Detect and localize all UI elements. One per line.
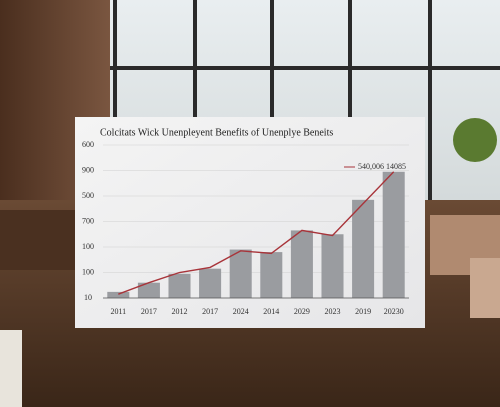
x-tick-label: 2017 <box>141 307 157 316</box>
bar <box>107 291 130 298</box>
x-tick-label: 2017 <box>202 307 218 316</box>
y-tick-label: 700 <box>82 216 94 225</box>
bar <box>229 249 252 298</box>
bar <box>260 252 283 298</box>
bar <box>199 268 222 298</box>
x-tick-label: 2011 <box>110 307 126 316</box>
annotation: 540,006 14085 <box>358 162 406 171</box>
bar <box>168 273 191 298</box>
y-tick-label: 600 <box>82 140 94 149</box>
x-tick-label: 2023 <box>325 307 341 316</box>
bar <box>290 230 313 298</box>
bar <box>137 282 160 298</box>
bar <box>321 234 344 298</box>
y-tick-label: 900 <box>82 165 94 174</box>
x-tick-label: 20230 <box>384 307 404 316</box>
y-tick-label: 500 <box>82 191 94 200</box>
y-tick-label: 100 <box>82 267 94 276</box>
bar <box>352 199 375 298</box>
x-tick-label: 2024 <box>233 307 249 316</box>
y-tick-label: 10 <box>84 293 92 302</box>
bar <box>382 171 405 298</box>
x-tick-label: 2014 <box>263 307 279 316</box>
x-tick-label: 2012 <box>172 307 188 316</box>
line <box>118 171 395 295</box>
x-tick-label: 2029 <box>294 307 310 316</box>
x-tick-label: 2019 <box>355 307 371 316</box>
chart-title: Colcitats Wick Unenpleyent Benefits of U… <box>100 127 333 138</box>
y-tick-label: 100 <box>82 242 94 251</box>
